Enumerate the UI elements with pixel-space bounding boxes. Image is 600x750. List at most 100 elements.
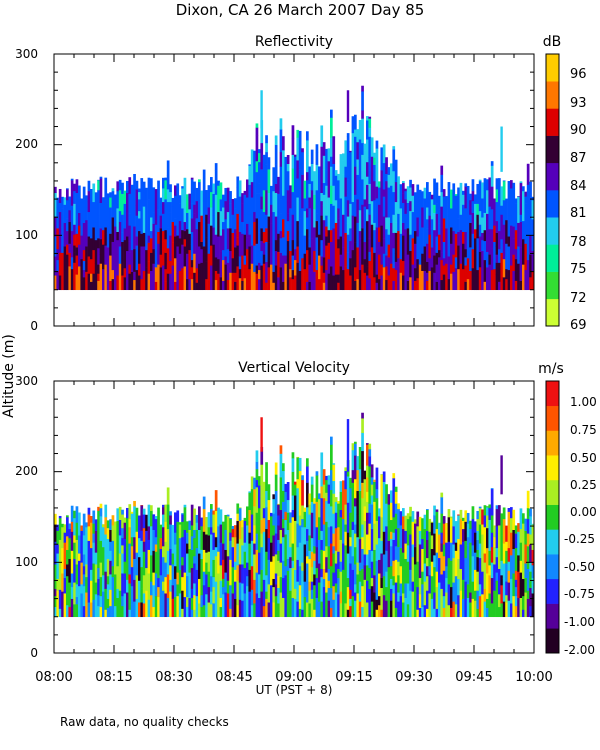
heatmap-cell — [106, 607, 110, 618]
heatmap-cell — [452, 582, 456, 602]
heatmap-cell — [366, 534, 369, 555]
heatmap-cell — [142, 514, 146, 529]
heatmap-cell — [354, 216, 357, 243]
heatmap-cell — [176, 235, 180, 247]
heatmap-cell — [118, 246, 122, 264]
heatmap-cell — [109, 192, 112, 198]
heatmap-cell — [414, 523, 417, 548]
heatmap-cell — [392, 473, 396, 479]
heatmap-cell — [126, 236, 129, 252]
heatmap-cell — [380, 577, 384, 589]
heatmap-cell — [394, 546, 398, 560]
heatmap-cell — [524, 577, 528, 593]
heatmap-cell — [490, 546, 494, 563]
heatmap-cell — [426, 530, 429, 540]
heatmap-cell — [262, 163, 266, 172]
heatmap-cell — [452, 544, 456, 559]
heatmap-cell — [447, 235, 451, 257]
heatmap-cell — [289, 567, 292, 591]
heatmap-cell — [61, 252, 64, 279]
heatmap-cell — [296, 130, 300, 138]
heatmap-cell — [174, 281, 177, 291]
heatmap-cell — [522, 238, 525, 265]
heatmap-cell — [145, 567, 148, 591]
heatmap-cell — [476, 253, 480, 271]
colorbar-tick-label: 69 — [570, 318, 587, 333]
heatmap-cell — [277, 193, 280, 213]
heatmap-cell — [469, 520, 472, 530]
heatmap-cell — [286, 155, 290, 165]
heatmap-cell — [130, 511, 134, 514]
heatmap-cell — [322, 469, 326, 485]
heatmap-cell — [118, 210, 122, 223]
heatmap-cell — [133, 209, 136, 227]
colorbar-swatch — [546, 529, 559, 555]
heatmap-cell — [274, 265, 278, 291]
heatmap-cell — [469, 542, 472, 567]
heatmap-cell — [128, 225, 132, 242]
heatmap-cell — [102, 591, 105, 618]
heatmap-cell — [73, 183, 76, 192]
heatmap-cell — [104, 199, 108, 221]
heatmap-cell — [212, 183, 216, 194]
heatmap-cell — [426, 590, 429, 609]
heatmap-cell — [322, 484, 326, 499]
heatmap-cell — [238, 210, 242, 232]
heatmap-cell — [488, 254, 492, 265]
heatmap-cell — [301, 609, 304, 618]
heatmap-cell — [186, 521, 189, 533]
heatmap-cell — [121, 232, 124, 242]
heatmap-cell — [260, 496, 264, 521]
heatmap-cell — [272, 525, 276, 536]
heatmap-cell — [272, 271, 276, 283]
heatmap-cell — [346, 268, 350, 291]
heatmap-cell — [466, 248, 470, 259]
heatmap-cell — [193, 239, 196, 254]
heatmap-cell — [270, 204, 273, 224]
heatmap-cell — [356, 562, 360, 575]
heatmap-cell — [327, 568, 331, 581]
heatmap-cell — [306, 249, 309, 264]
heatmap-cell — [512, 548, 516, 574]
heatmap-cell — [459, 229, 463, 240]
heatmap-cell — [454, 220, 458, 234]
heatmap-cell — [262, 170, 266, 191]
heatmap-cell — [402, 260, 405, 276]
heatmap-cell — [318, 539, 321, 564]
heatmap-cell — [298, 139, 302, 149]
heatmap-cell — [469, 270, 472, 291]
heatmap-cell — [169, 273, 172, 291]
heatmap-cell — [301, 233, 304, 259]
heatmap-cell — [529, 235, 532, 255]
heatmap-cell — [68, 537, 72, 559]
heatmap-cell — [397, 213, 400, 232]
heatmap-cell — [217, 185, 220, 213]
heatmap-cell — [159, 215, 163, 229]
heatmap-cell — [339, 198, 343, 222]
heatmap-cell — [402, 181, 405, 184]
heatmap-cell — [277, 504, 280, 516]
heatmap-cell — [274, 554, 278, 574]
heatmap-cell — [56, 530, 60, 545]
heatmap-cell — [301, 475, 304, 481]
heatmap-cell — [354, 592, 357, 601]
colorbar-tick-label: 0.75 — [570, 423, 597, 437]
heatmap-cell — [255, 512, 259, 534]
heatmap-cell — [303, 559, 307, 582]
heatmap-cell — [253, 160, 256, 187]
heatmap-cell — [438, 209, 441, 224]
heatmap-cell — [279, 488, 283, 511]
heatmap-cell — [517, 541, 520, 556]
heatmap-cell — [248, 234, 252, 247]
heatmap-cell — [202, 246, 206, 269]
heatmap-cell — [159, 575, 163, 589]
heatmap-cell — [70, 205, 74, 223]
heatmap-cell — [378, 573, 381, 597]
velocity-colorbar-unit: m/s — [538, 361, 564, 377]
heatmap-cell — [78, 560, 81, 587]
heatmap-cell — [526, 546, 530, 569]
heatmap-cell — [272, 221, 276, 232]
heatmap-cell — [531, 199, 535, 220]
heatmap-cell — [226, 593, 230, 607]
heatmap-cell — [166, 160, 170, 176]
